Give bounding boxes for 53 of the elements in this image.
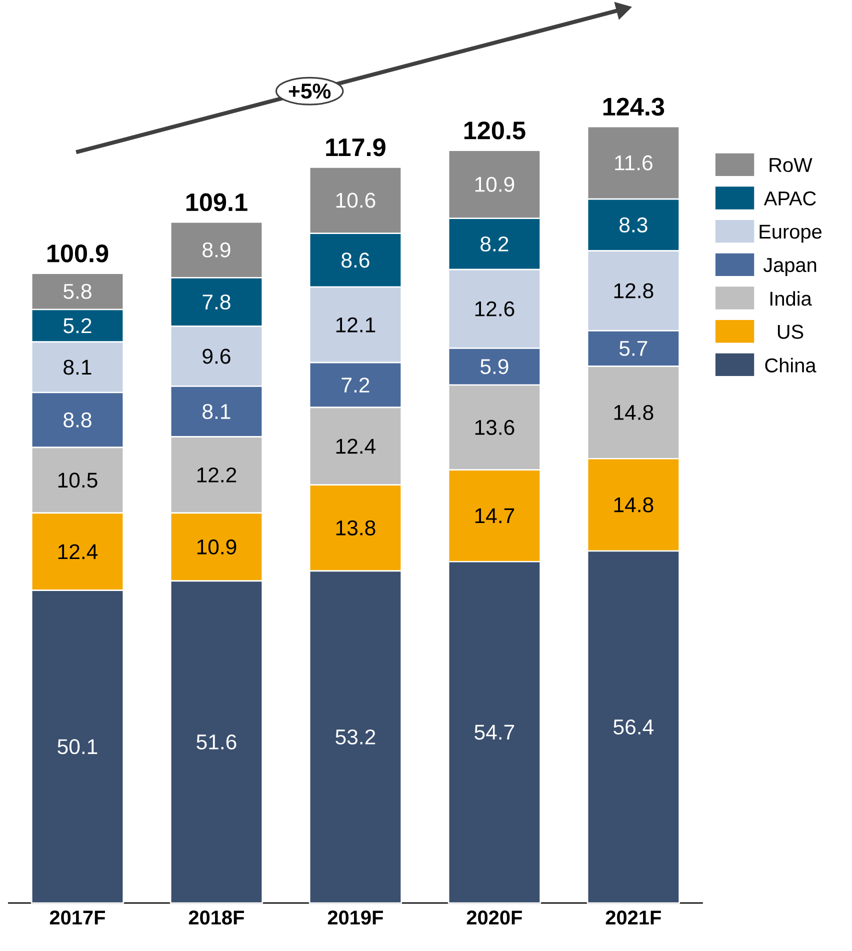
data-label: 12.1: [336, 317, 375, 332]
legend-label: US: [778, 324, 804, 339]
legend-label: RoW: [770, 158, 812, 172]
data-label: 10.9: [475, 176, 514, 192]
text: +5%: [288, 84, 330, 99]
data-label: 8.1: [63, 360, 92, 375]
data-label: 8.3: [619, 217, 648, 232]
data-label: 5.2: [63, 318, 92, 334]
x-tick-label: 2018F: [188, 910, 244, 925]
data-label: 14.7: [475, 508, 514, 524]
data-label: 13.6: [475, 420, 514, 435]
data-label: 51.6: [196, 734, 236, 750]
data-label: 8.8: [63, 412, 92, 428]
data-label: 8.6: [341, 252, 370, 268]
data-label: 50.1: [58, 739, 97, 754]
total-label: 109.1: [186, 193, 248, 212]
data-label: 10.5: [58, 472, 98, 488]
data-label: 12.2: [197, 467, 236, 482]
x-tick-label: 2019F: [328, 910, 383, 925]
data-label: 8.2: [480, 236, 508, 252]
data-label: 7.8: [202, 294, 230, 310]
data-label: 13.8: [336, 520, 376, 536]
total-label: 120.5: [464, 122, 526, 140]
data-label: 5.9: [480, 359, 508, 374]
x-tick-label: 2021F: [606, 910, 661, 925]
legend-label: Europe: [760, 224, 822, 243]
data-label: 12.8: [614, 283, 654, 298]
legend-label: India: [770, 291, 812, 306]
data-label: 14.8: [614, 497, 654, 512]
data-label: 12.6: [475, 301, 514, 316]
data-label: 5.8: [63, 284, 92, 299]
data-label: 8.9: [202, 242, 230, 258]
data-label: 10.9: [197, 539, 236, 554]
legend-label: Japan: [763, 258, 816, 276]
total-label: 117.9: [326, 138, 386, 156]
data-label: 8.1: [202, 404, 230, 420]
data-label: 53.2: [335, 729, 375, 745]
data-label: 12.4: [58, 544, 98, 560]
data-label: 5.7: [619, 341, 647, 356]
data-label: 14.8: [614, 404, 654, 420]
data-label: 12.4: [336, 438, 376, 454]
data-label: 56.4: [613, 719, 654, 735]
x-tick-label: 2020F: [466, 910, 522, 925]
data-label: 54.7: [474, 724, 514, 740]
data-label: 10.6: [336, 192, 376, 208]
data-label: 9.6: [202, 348, 230, 364]
total-label: 124.3: [603, 98, 664, 116]
data-label: 7.2: [342, 378, 370, 392]
legend-label: APAC: [764, 191, 816, 206]
legend-label: China: [765, 358, 816, 372]
total-label: 100.9: [47, 244, 108, 262]
data-label: 11.6: [615, 155, 652, 170]
x-tick-label: 2017F: [50, 910, 105, 925]
